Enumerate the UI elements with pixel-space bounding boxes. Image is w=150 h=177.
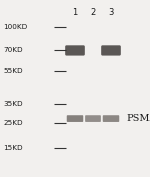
FancyBboxPatch shape xyxy=(67,115,83,122)
Text: 35KD: 35KD xyxy=(3,101,23,107)
Text: 55KD: 55KD xyxy=(3,68,23,74)
Text: 1: 1 xyxy=(72,8,78,17)
Text: 15KD: 15KD xyxy=(3,145,23,151)
FancyBboxPatch shape xyxy=(65,45,85,56)
FancyBboxPatch shape xyxy=(85,115,101,122)
Text: 100KD: 100KD xyxy=(3,24,27,30)
Text: 25KD: 25KD xyxy=(3,120,23,126)
Text: 2: 2 xyxy=(90,8,96,17)
Text: 70KD: 70KD xyxy=(3,47,23,53)
FancyBboxPatch shape xyxy=(101,45,121,56)
FancyBboxPatch shape xyxy=(103,115,119,122)
Text: 3: 3 xyxy=(108,8,114,17)
Text: PSMA4: PSMA4 xyxy=(126,114,150,123)
